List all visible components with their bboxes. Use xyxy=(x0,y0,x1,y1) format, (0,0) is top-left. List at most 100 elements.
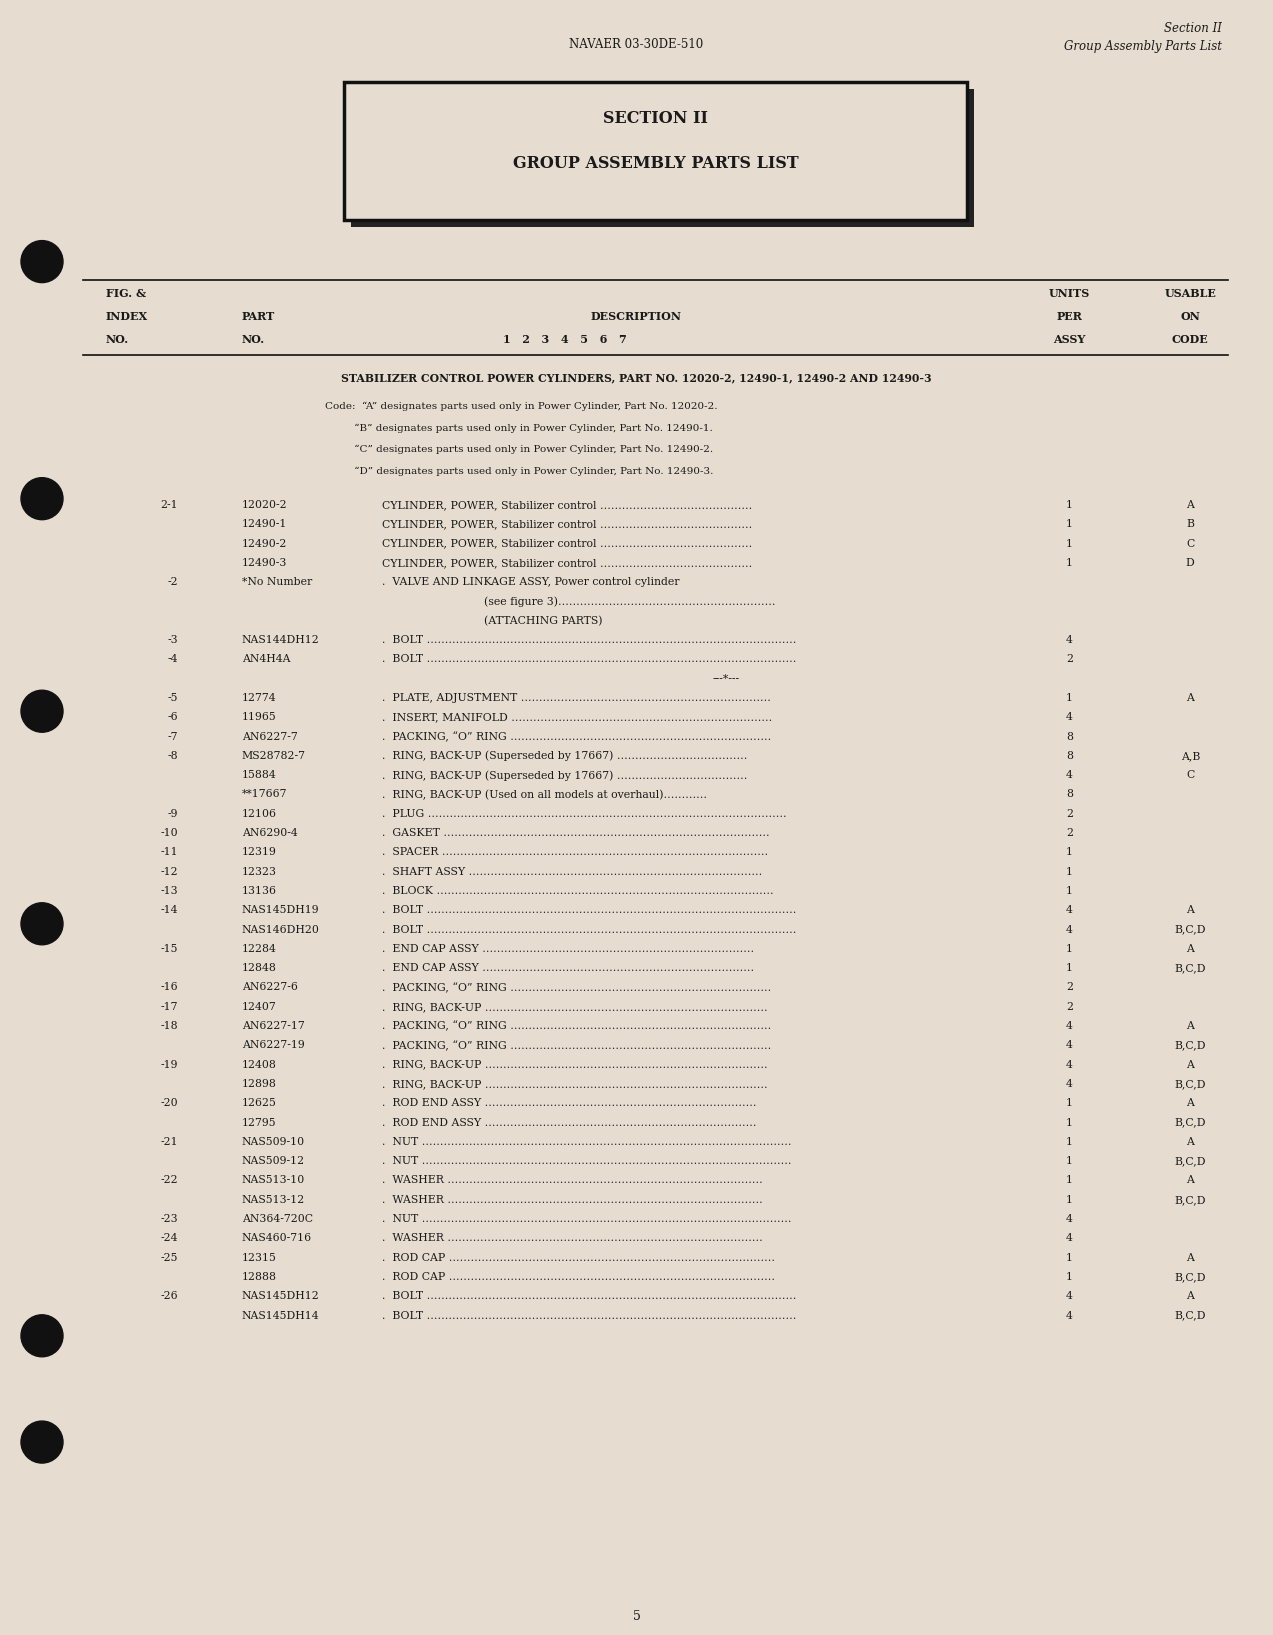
Text: -7: -7 xyxy=(168,731,178,742)
Text: .  BOLT …………………………………………………………………………………………: . BOLT ………………………………………………………………………………………… xyxy=(382,1311,797,1321)
Text: -21: -21 xyxy=(160,1136,178,1146)
Text: .  SPACER ………………………………………………………………………………: . SPACER ……………………………………………………………………………… xyxy=(382,847,768,857)
Text: A: A xyxy=(1186,1136,1194,1146)
Text: 1: 1 xyxy=(1066,500,1073,510)
Text: 11965: 11965 xyxy=(242,713,276,723)
Text: .  BOLT …………………………………………………………………………………………: . BOLT ………………………………………………………………………………………… xyxy=(382,1292,797,1301)
Text: AN6290-4: AN6290-4 xyxy=(242,827,298,839)
Text: AN6227-17: AN6227-17 xyxy=(242,1022,304,1032)
Text: 1: 1 xyxy=(1066,1156,1073,1166)
Text: 12490-1: 12490-1 xyxy=(242,520,288,530)
Text: “B” designates parts used only in Power Cylinder, Part No. 12490-1.: “B” designates parts used only in Power … xyxy=(325,423,713,433)
Text: B,C,D: B,C,D xyxy=(1175,1156,1206,1166)
Text: .  BOLT …………………………………………………………………………………………: . BOLT ………………………………………………………………………………………… xyxy=(382,654,797,664)
Text: 12848: 12848 xyxy=(242,963,276,973)
Text: -19: -19 xyxy=(160,1059,178,1069)
Text: .  ROD END ASSY …………………………………………………………………: . ROD END ASSY ………………………………………………………………… xyxy=(382,1099,756,1109)
Circle shape xyxy=(20,1421,62,1463)
Text: A,B: A,B xyxy=(1180,750,1200,760)
Text: CYLINDER, POWER, Stabilizer control ……………………………………: CYLINDER, POWER, Stabilizer control …………… xyxy=(382,500,752,510)
Text: MS28782-7: MS28782-7 xyxy=(242,750,306,760)
Text: 5: 5 xyxy=(633,1610,640,1624)
Text: 1: 1 xyxy=(1066,1118,1073,1128)
Text: GROUP ASSEMBLY PARTS LIST: GROUP ASSEMBLY PARTS LIST xyxy=(513,155,798,172)
Text: B,C,D: B,C,D xyxy=(1175,1311,1206,1321)
Circle shape xyxy=(20,1315,62,1357)
Text: NAS146DH20: NAS146DH20 xyxy=(242,925,320,935)
Text: 4: 4 xyxy=(1066,1311,1073,1321)
Text: 1: 1 xyxy=(1066,1272,1073,1282)
Text: .  BOLT …………………………………………………………………………………………: . BOLT ………………………………………………………………………………………… xyxy=(382,634,797,646)
Text: 12284: 12284 xyxy=(242,943,276,953)
Text: AN6227-19: AN6227-19 xyxy=(242,1040,304,1050)
Text: NAVAER 03-30DE-510: NAVAER 03-30DE-510 xyxy=(569,38,704,51)
Text: -11: -11 xyxy=(160,847,178,857)
Text: 12888: 12888 xyxy=(242,1272,276,1282)
Text: -15: -15 xyxy=(160,943,178,953)
Text: .  RING, BACK-UP ……………………………………………………………………: . RING, BACK-UP ………………………………………………………………… xyxy=(382,1002,768,1012)
Text: NAS144DH12: NAS144DH12 xyxy=(242,634,320,646)
Text: .  ROD END ASSY …………………………………………………………………: . ROD END ASSY ………………………………………………………………… xyxy=(382,1118,756,1128)
Text: USABLE: USABLE xyxy=(1165,288,1216,299)
Text: ON: ON xyxy=(1180,311,1200,322)
Text: -3: -3 xyxy=(168,634,178,646)
Text: CODE: CODE xyxy=(1172,334,1208,345)
Text: 12020-2: 12020-2 xyxy=(242,500,288,510)
Text: B,C,D: B,C,D xyxy=(1175,1079,1206,1089)
Text: 2-1: 2-1 xyxy=(160,500,178,510)
Text: A: A xyxy=(1186,906,1194,916)
Text: -26: -26 xyxy=(160,1292,178,1301)
Text: Code:  “A” designates parts used only in Power Cylinder, Part No. 12020-2.: Code: “A” designates parts used only in … xyxy=(325,402,717,412)
Text: 1   2   3   4   5   6   7: 1 2 3 4 5 6 7 xyxy=(503,334,626,345)
Bar xyxy=(344,82,967,221)
Text: A: A xyxy=(1186,1022,1194,1032)
Text: CYLINDER, POWER, Stabilizer control ……………………………………: CYLINDER, POWER, Stabilizer control …………… xyxy=(382,520,752,530)
Text: .  PACKING, “O” RING ………………………………………………………………: . PACKING, “O” RING ……………………………………………………… xyxy=(382,1022,771,1032)
Text: B,C,D: B,C,D xyxy=(1175,1195,1206,1205)
Circle shape xyxy=(20,690,62,732)
Text: .  SHAFT ASSY ………………………………………………………………………: . SHAFT ASSY ……………………………………………………………………… xyxy=(382,867,763,876)
Text: D: D xyxy=(1186,558,1194,567)
Text: A: A xyxy=(1186,500,1194,510)
Text: 12795: 12795 xyxy=(242,1118,276,1128)
Text: 4: 4 xyxy=(1066,1079,1073,1089)
Text: 1: 1 xyxy=(1066,963,1073,973)
Text: .  RING, BACK-UP (Used on all models at overhaul)…………: . RING, BACK-UP (Used on all models at o… xyxy=(382,790,707,800)
Text: 1: 1 xyxy=(1066,943,1073,953)
Text: 12323: 12323 xyxy=(242,867,276,876)
Text: -16: -16 xyxy=(160,983,178,992)
Text: .  RING, BACK-UP ……………………………………………………………………: . RING, BACK-UP ………………………………………………………………… xyxy=(382,1079,768,1089)
Text: A: A xyxy=(1186,1059,1194,1069)
Text: -25: -25 xyxy=(160,1252,178,1262)
Circle shape xyxy=(20,903,62,945)
Text: -22: -22 xyxy=(160,1176,178,1185)
Text: -4: -4 xyxy=(168,654,178,664)
Text: -14: -14 xyxy=(160,906,178,916)
Text: CYLINDER, POWER, Stabilizer control ……………………………………: CYLINDER, POWER, Stabilizer control …………… xyxy=(382,558,752,567)
Text: 2: 2 xyxy=(1066,827,1073,839)
Text: 1: 1 xyxy=(1066,867,1073,876)
Text: A: A xyxy=(1186,1176,1194,1185)
Text: 4: 4 xyxy=(1066,1233,1073,1243)
Text: Group Assembly Parts List: Group Assembly Parts List xyxy=(1064,39,1222,52)
Text: DESCRIPTION: DESCRIPTION xyxy=(591,311,682,322)
Text: **17667: **17667 xyxy=(242,790,288,800)
Text: .  PLATE, ADJUSTMENT ……………………………………………………………: . PLATE, ADJUSTMENT ……………………………………………………… xyxy=(382,693,770,703)
Text: -24: -24 xyxy=(160,1233,178,1243)
Text: 4: 4 xyxy=(1066,770,1073,780)
Text: (see figure 3)……………………………………………………: (see figure 3)…………………………………………………… xyxy=(484,597,775,607)
Text: 4: 4 xyxy=(1066,906,1073,916)
Text: -9: -9 xyxy=(168,809,178,819)
Bar xyxy=(350,88,974,227)
Text: .  RING, BACK-UP ……………………………………………………………………: . RING, BACK-UP ………………………………………………………………… xyxy=(382,1059,768,1069)
Text: NO.: NO. xyxy=(242,334,265,345)
Text: AN4H4A: AN4H4A xyxy=(242,654,290,664)
Text: FIG. &: FIG. & xyxy=(106,288,146,299)
Text: .  NUT …………………………………………………………………………………………: . NUT ………………………………………………………………………………………… xyxy=(382,1136,792,1146)
Text: 2: 2 xyxy=(1066,809,1073,819)
Text: 15884: 15884 xyxy=(242,770,276,780)
Text: 4: 4 xyxy=(1066,1059,1073,1069)
Text: (ATTACHING PARTS): (ATTACHING PARTS) xyxy=(484,616,602,626)
Text: .  VALVE AND LINKAGE ASSY, Power control cylinder: . VALVE AND LINKAGE ASSY, Power control … xyxy=(382,577,680,587)
Text: SECTION II: SECTION II xyxy=(603,110,708,128)
